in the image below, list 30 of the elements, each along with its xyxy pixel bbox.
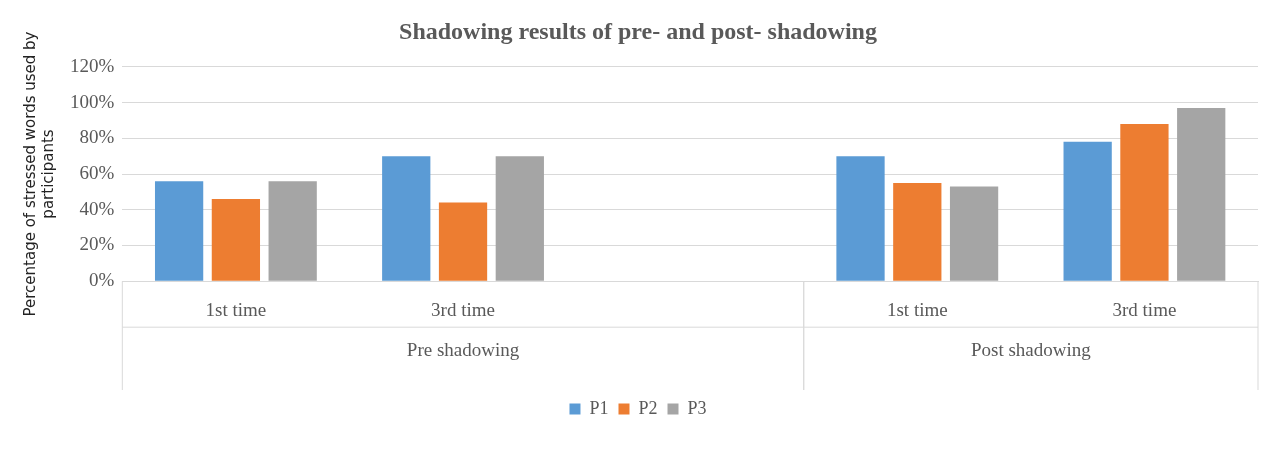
y-tick-label: 120% (70, 54, 115, 76)
bar (1063, 141, 1112, 281)
bar (211, 199, 261, 281)
text: Post shadowing (970, 339, 1092, 361)
legend-label: P2 (638, 397, 658, 418)
bar (836, 156, 885, 281)
y-tick-label: 20% (79, 233, 115, 255)
bar (268, 181, 317, 281)
bar (382, 156, 431, 281)
bar (438, 202, 488, 281)
bar (1177, 107, 1226, 281)
bar (893, 182, 942, 281)
x-tick-label: 1st time (886, 298, 948, 320)
legend-label: P3 (687, 397, 707, 418)
y-tick-label: 40% (79, 197, 115, 219)
y-tick-label: 60% (79, 161, 115, 183)
legend-label: P1 (589, 397, 609, 418)
x-tick-label: 3rd time (431, 298, 495, 320)
bar (495, 156, 544, 281)
x-tick-label: 3rd time (1112, 298, 1177, 320)
x-tick-label: 1st time (205, 298, 267, 320)
y-tick-label: 0% (89, 269, 115, 291)
bar (1120, 123, 1169, 281)
y-axis-title: Percentage of stressed words used by participants (20, 31, 57, 317)
chart-title: Shadowing results of pre- and post- shadowing (399, 17, 877, 44)
bar (949, 186, 999, 281)
y-tick-label: 80% (79, 126, 115, 148)
bar (154, 181, 204, 281)
text: Pre shadowing (406, 339, 520, 361)
y-tick-label: 100% (70, 90, 115, 112)
